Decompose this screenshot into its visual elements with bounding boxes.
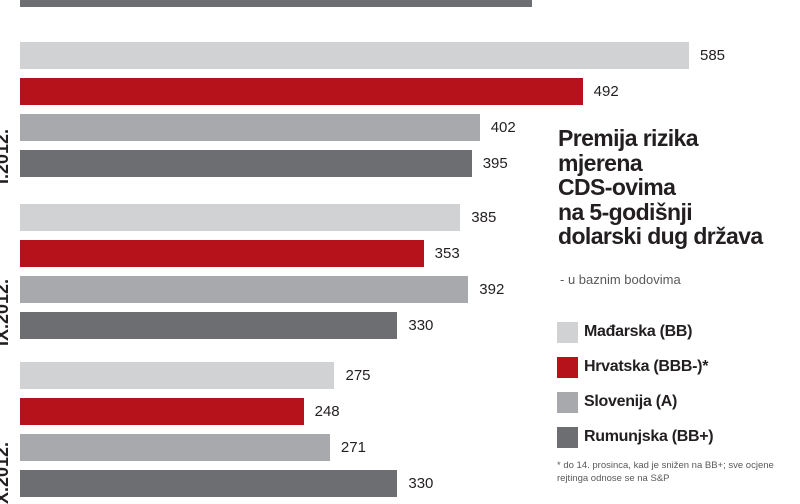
data-label: 392 [479, 281, 505, 298]
legend-swatch [557, 426, 578, 448]
chart-subtitle: - u baznim bodovima [560, 272, 681, 287]
legend-label: Slovenija (A) [584, 393, 678, 410]
data-label: 585 [700, 47, 726, 64]
bar-1-1 [20, 240, 424, 267]
title-line: mjerena [558, 149, 643, 176]
legend-swatch [557, 356, 578, 378]
data-label: 385 [471, 209, 497, 226]
footnote: * do 14. prosinca, kad je snižen na BB+;… [557, 460, 774, 484]
bar-2-0 [20, 362, 335, 389]
title-line: Premija rizika [558, 125, 699, 151]
bar-2-3 [20, 470, 398, 497]
legend-item-rumunjska: Rumunjska (BB+) [557, 426, 714, 448]
group-label: I.2012. [0, 128, 12, 184]
title-line: na 5-godišnji [558, 198, 693, 225]
bar-0-2 [20, 114, 480, 141]
legend-item-madarska: Mađarska (BB) [557, 321, 692, 343]
data-label: 353 [434, 245, 460, 262]
bar-1-3 [20, 312, 398, 339]
bar-2-2 [20, 434, 330, 461]
data-label: 402 [490, 119, 516, 136]
bar-2-1 [20, 398, 304, 425]
data-label: 330 [408, 475, 434, 492]
group-label: IX.2012. [0, 278, 12, 346]
title-line: dolarski dug država [558, 223, 763, 249]
data-label: 275 [345, 367, 371, 384]
bar-partial-top [20, 0, 533, 7]
data-label: 330 [408, 317, 434, 334]
bar-0-3 [20, 150, 472, 177]
chart-title: Premija rizika mjerena CDS-ovima na 5-go… [558, 126, 763, 249]
legend-label: Hrvatska (BBB-)* [584, 358, 709, 375]
data-label: 395 [482, 155, 508, 172]
group-label: X.2012. [0, 441, 12, 504]
data-label: 492 [593, 83, 619, 100]
title-line: CDS-ovima [558, 174, 676, 200]
legend-label: Rumunjska (BB+) [584, 428, 714, 445]
bar-0-1 [20, 78, 583, 105]
legend-item-slovenija: Slovenija (A) [557, 391, 677, 413]
bar-1-2 [20, 276, 469, 303]
bar-1-0 [20, 204, 461, 231]
data-label: 248 [314, 403, 340, 420]
data-label: 271 [340, 439, 366, 456]
legend-swatch [557, 391, 578, 413]
bar-0-0 [20, 42, 689, 69]
legend-label: Mađarska (BB) [584, 323, 693, 340]
legend-item-hrvatska: Hrvatska (BBB-)* [557, 356, 708, 378]
legend-swatch [557, 321, 578, 343]
